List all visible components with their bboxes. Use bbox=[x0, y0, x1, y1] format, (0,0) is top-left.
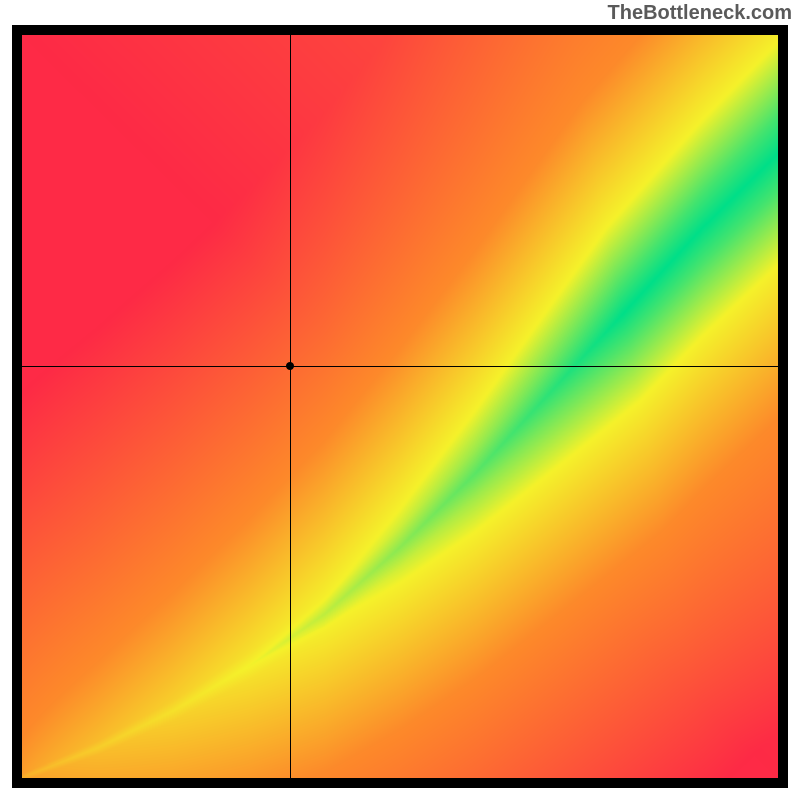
root-container: TheBottleneck.com bbox=[0, 0, 800, 800]
crosshair-vertical bbox=[290, 35, 291, 778]
crosshair-horizontal bbox=[22, 366, 778, 367]
chart-frame bbox=[12, 25, 788, 788]
heatmap-canvas bbox=[22, 35, 778, 778]
watermark-text: TheBottleneck.com bbox=[608, 2, 792, 25]
crosshair-marker bbox=[286, 362, 294, 370]
plot-area bbox=[22, 35, 778, 778]
